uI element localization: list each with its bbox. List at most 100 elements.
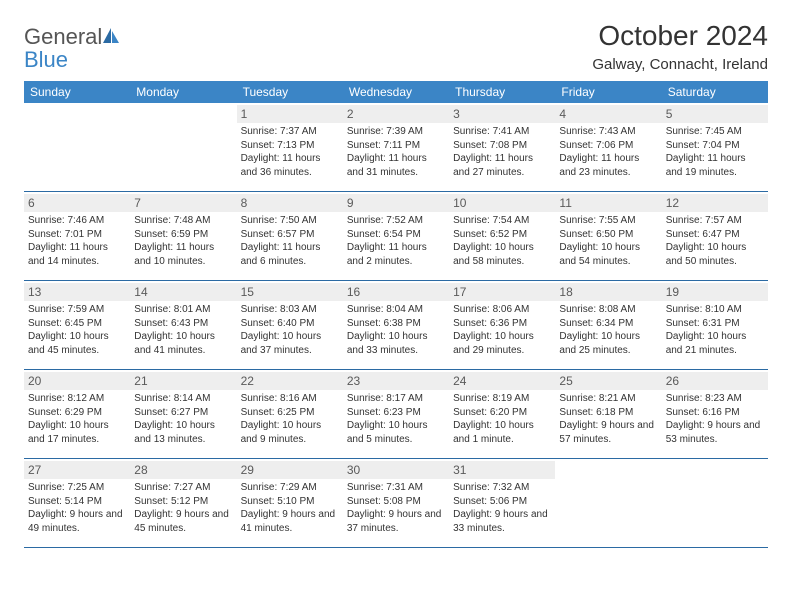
day-info: Sunrise: 7:46 AMSunset: 7:01 PMDaylight:… [28,214,126,268]
daylight-line: Daylight: 10 hours and 58 minutes. [453,241,551,268]
logo: General Blue [24,26,120,72]
daylight-line: Daylight: 9 hours and 45 minutes. [134,508,232,535]
weekday-header: Thursday [449,81,555,103]
day-number: 10 [449,194,555,212]
daylight-line: Daylight: 10 hours and 54 minutes. [559,241,657,268]
daylight-line: Daylight: 11 hours and 6 minutes. [241,241,339,268]
day-number: 4 [555,105,661,123]
calendar-day-cell: 10Sunrise: 7:54 AMSunset: 6:52 PMDayligh… [449,192,555,280]
calendar-day-cell: 23Sunrise: 8:17 AMSunset: 6:23 PMDayligh… [343,370,449,458]
day-info: Sunrise: 8:14 AMSunset: 6:27 PMDaylight:… [134,392,232,446]
sunset-line: Sunset: 6:59 PM [134,228,232,242]
sunrise-line: Sunrise: 7:54 AM [453,214,551,228]
header: General Blue October 2024 Galway, Connac… [24,20,768,73]
sunrise-line: Sunrise: 8:12 AM [28,392,126,406]
sunrise-line: Sunrise: 7:52 AM [347,214,445,228]
day-number: 6 [24,194,130,212]
sunset-line: Sunset: 6:29 PM [28,406,126,420]
sunset-line: Sunset: 6:25 PM [241,406,339,420]
calendar-day-cell [662,459,768,547]
day-number: 28 [130,461,236,479]
daylight-line: Daylight: 9 hours and 53 minutes. [666,419,764,446]
sunset-line: Sunset: 6:18 PM [559,406,657,420]
day-info: Sunrise: 7:45 AMSunset: 7:04 PMDaylight:… [666,125,764,179]
day-info: Sunrise: 7:37 AMSunset: 7:13 PMDaylight:… [241,125,339,179]
sunrise-line: Sunrise: 7:46 AM [28,214,126,228]
day-info: Sunrise: 8:16 AMSunset: 6:25 PMDaylight:… [241,392,339,446]
daylight-line: Daylight: 11 hours and 2 minutes. [347,241,445,268]
day-info: Sunrise: 7:41 AMSunset: 7:08 PMDaylight:… [453,125,551,179]
day-info: Sunrise: 7:43 AMSunset: 7:06 PMDaylight:… [559,125,657,179]
day-number: 2 [343,105,449,123]
sunset-line: Sunset: 6:47 PM [666,228,764,242]
daylight-line: Daylight: 10 hours and 5 minutes. [347,419,445,446]
daylight-line: Daylight: 11 hours and 31 minutes. [347,152,445,179]
sunset-line: Sunset: 6:16 PM [666,406,764,420]
calendar-day-cell: 6 Sunrise: 7:46 AMSunset: 7:01 PMDaylight… [24,192,130,280]
calendar-day-cell: 14Sunrise: 8:01 AMSunset: 6:43 PMDayligh… [130,281,236,369]
daylight-line: Daylight: 11 hours and 23 minutes. [559,152,657,179]
calendar-week-row: 20Sunrise: 8:12 AMSunset: 6:29 PMDayligh… [24,370,768,459]
day-number: 12 [662,194,768,212]
sunrise-line: Sunrise: 7:45 AM [666,125,764,139]
sunset-line: Sunset: 7:06 PM [559,139,657,153]
sunset-line: Sunset: 7:04 PM [666,139,764,153]
calendar-day-cell: 1Sunrise: 7:37 AMSunset: 7:13 PMDaylight… [237,103,343,191]
calendar-day-cell: 26Sunrise: 8:23 AMSunset: 6:16 PMDayligh… [662,370,768,458]
sunrise-line: Sunrise: 7:31 AM [347,481,445,495]
daylight-line: Daylight: 9 hours and 37 minutes. [347,508,445,535]
weekday-header: Monday [130,81,236,103]
calendar-week-row: 1Sunrise: 7:37 AMSunset: 7:13 PMDaylight… [24,103,768,192]
sunrise-line: Sunrise: 7:57 AM [666,214,764,228]
day-info: Sunrise: 7:48 AMSunset: 6:59 PMDaylight:… [134,214,232,268]
sunset-line: Sunset: 6:57 PM [241,228,339,242]
sunset-line: Sunset: 7:08 PM [453,139,551,153]
sunset-line: Sunset: 6:54 PM [347,228,445,242]
sunrise-line: Sunrise: 8:10 AM [666,303,764,317]
sunrise-line: Sunrise: 7:25 AM [28,481,126,495]
daylight-line: Daylight: 11 hours and 36 minutes. [241,152,339,179]
daylight-line: Daylight: 10 hours and 1 minute. [453,419,551,446]
daylight-line: Daylight: 11 hours and 19 minutes. [666,152,764,179]
calendar-day-cell: 8Sunrise: 7:50 AMSunset: 6:57 PMDaylight… [237,192,343,280]
sunset-line: Sunset: 6:40 PM [241,317,339,331]
day-info: Sunrise: 8:23 AMSunset: 6:16 PMDaylight:… [666,392,764,446]
day-number: 11 [555,194,661,212]
daylight-line: Daylight: 10 hours and 50 minutes. [666,241,764,268]
day-info: Sunrise: 7:27 AMSunset: 5:12 PMDaylight:… [134,481,232,535]
sunrise-line: Sunrise: 7:41 AM [453,125,551,139]
daylight-line: Daylight: 10 hours and 29 minutes. [453,330,551,357]
day-info: Sunrise: 8:19 AMSunset: 6:20 PMDaylight:… [453,392,551,446]
day-info: Sunrise: 8:03 AMSunset: 6:40 PMDaylight:… [241,303,339,357]
sunset-line: Sunset: 6:45 PM [28,317,126,331]
calendar-day-cell: 30 Sunrise: 7:31 AMSunset: 5:08 PMDayligh… [343,459,449,547]
month-title: October 2024 [592,20,768,52]
calendar-header-row: SundayMondayTuesdayWednesdayThursdayFrid… [24,81,768,103]
sunrise-line: Sunrise: 8:03 AM [241,303,339,317]
day-info: Sunrise: 7:31 AMSunset: 5:08 PMDaylight:… [347,481,445,535]
daylight-line: Daylight: 10 hours and 21 minutes. [666,330,764,357]
calendar-day-cell: 27Sunrise: 7:25 AMSunset: 5:14 PMDayligh… [24,459,130,547]
calendar-day-cell: 18Sunrise: 8:08 AMSunset: 6:34 PMDayligh… [555,281,661,369]
daylight-line: Daylight: 10 hours and 45 minutes. [28,330,126,357]
day-number: 24 [449,372,555,390]
calendar-day-cell: 12 Sunrise: 7:57 AMSunset: 6:47 PMDayligh… [662,192,768,280]
daylight-line: Daylight: 10 hours and 37 minutes. [241,330,339,357]
day-info: Sunrise: 7:52 AMSunset: 6:54 PMDaylight:… [347,214,445,268]
calendar-day-cell: 13Sunrise: 7:59 AMSunset: 6:45 PMDayligh… [24,281,130,369]
day-number: 17 [449,283,555,301]
day-number: 16 [343,283,449,301]
sunset-line: Sunset: 5:10 PM [241,495,339,509]
calendar-day-cell [555,459,661,547]
sunset-line: Sunset: 6:50 PM [559,228,657,242]
day-number: 18 [555,283,661,301]
sunset-line: Sunset: 5:12 PM [134,495,232,509]
sunrise-line: Sunrise: 8:16 AM [241,392,339,406]
weekday-header: Tuesday [237,81,343,103]
logo-text-blue: Blue [24,47,68,72]
daylight-line: Daylight: 11 hours and 27 minutes. [453,152,551,179]
calendar-page: General Blue October 2024 Galway, Connac… [0,0,792,612]
sunset-line: Sunset: 6:36 PM [453,317,551,331]
weekday-header: Friday [555,81,661,103]
day-number: 30 [343,461,449,479]
